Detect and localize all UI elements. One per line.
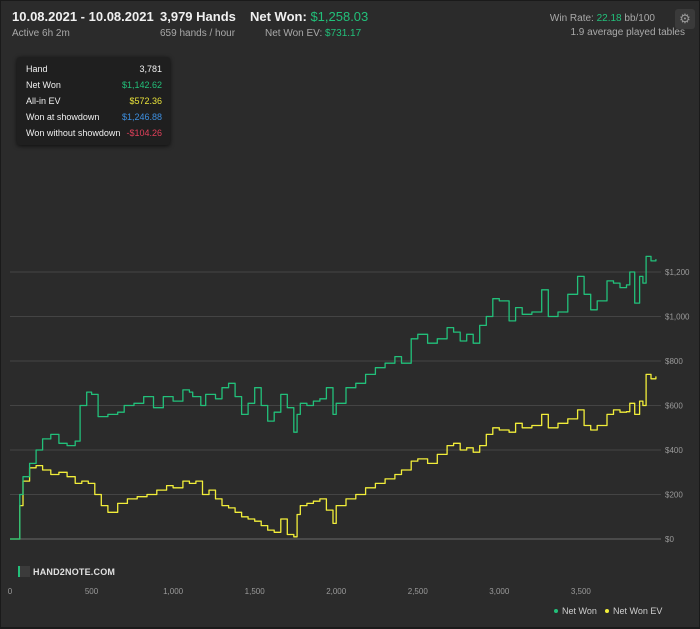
legend-dot-icon — [605, 609, 609, 613]
net-won-ev-summary: Net Won EV: $731.17 — [265, 28, 361, 39]
net-won-value: $1,258.03 — [310, 9, 369, 24]
x-axis-ticks: 0 500 1,000 1,500 2,000 2,500 3,000 3,500 — [8, 587, 592, 596]
tooltip-label: Won at showdown — [26, 112, 100, 122]
tooltip-value: $1,142.62 — [121, 80, 162, 90]
tooltip-row-hand: Hand 3,781 — [26, 64, 162, 76]
x-tick-label: 2,500 — [408, 587, 429, 596]
hover-tooltip: Hand 3,781 Net Won $1,142.62 All-in EV $… — [17, 57, 170, 145]
win-rate-label: Win Rate: — [549, 13, 594, 24]
y-tick-label: $200 — [665, 491, 683, 500]
y-tick-label: $400 — [665, 446, 683, 455]
tooltip-label: Hand — [26, 64, 48, 74]
x-tick-label: 2,000 — [326, 587, 347, 596]
x-tick-label: 1,500 — [245, 587, 266, 596]
y-tick-label: $600 — [665, 402, 683, 411]
legend-net-won-ev[interactable]: Net Won EV — [605, 606, 662, 616]
x-tick-label: 500 — [85, 587, 99, 596]
tooltip-row-no-showdown: Won without showdown -$104.26 — [26, 128, 162, 140]
net-won-label: Net Won: — [250, 9, 307, 24]
x-tick-label: 3,500 — [571, 587, 592, 596]
y-tick-label: $1,200 — [665, 268, 690, 277]
tooltip-label: All-in EV — [26, 96, 61, 106]
legend-net-won[interactable]: Net Won — [554, 606, 597, 616]
series-line-net-won — [10, 255, 657, 540]
legend-dot-icon — [554, 609, 558, 613]
tooltip-value: $572.36 — [129, 96, 162, 106]
win-rate: Win Rate: 22.18 bb/100 — [550, 13, 655, 24]
logo-text: HAND2NOTE.COM — [33, 567, 116, 577]
tooltip-label: Won without showdown — [26, 128, 121, 138]
active-duration: Active 6h 2m — [12, 28, 70, 39]
x-tick-label: 3,000 — [489, 587, 510, 596]
tooltip-value: 3,781 — [139, 64, 162, 74]
y-axis-ticks: $0 $200 $400 $600 $800 $1,000 $1,200 — [665, 268, 690, 544]
tooltip-value: -$104.26 — [126, 128, 162, 138]
tooltip-label: Net Won — [26, 80, 61, 90]
legend-label: Net Won EV — [613, 606, 663, 616]
date-range: 10.08.2021 - 10.08.2021 — [12, 9, 154, 24]
tooltip-row-showdown: Won at showdown $1,246.88 — [26, 112, 162, 124]
legend-label: Net Won — [562, 606, 597, 616]
handnote-logo: HAND2NOTE.COM — [18, 566, 115, 577]
win-rate-value: 22.18 — [596, 13, 622, 24]
win-rate-unit: bb/100 — [624, 13, 655, 24]
gear-icon[interactable]: ⚙ — [675, 9, 695, 29]
net-won-ev-label: Net Won EV: — [265, 28, 323, 39]
hands-rate: 659 hands / hour — [160, 28, 236, 39]
series-line-net-won-ev — [10, 373, 657, 540]
y-tick-label: $800 — [665, 357, 683, 366]
net-won-ev-value: $731.17 — [325, 28, 362, 39]
x-tick-label: 1,000 — [163, 587, 184, 596]
y-tick-label: $1,000 — [665, 313, 690, 322]
y-tick-label: $0 — [665, 535, 674, 544]
chart-series — [10, 255, 657, 540]
chart-grid — [10, 271, 661, 540]
handnote-logo-icon — [18, 566, 30, 577]
average-tables: 1.9 average played tables — [570, 27, 685, 38]
x-tick-label: 0 — [8, 587, 13, 596]
net-won-summary: Net Won: $1,258.03 — [250, 9, 368, 24]
tooltip-value: $1,246.88 — [121, 112, 162, 122]
tooltip-row-net-won: Net Won $1,142.62 — [26, 80, 162, 92]
hands-count: 3,979 Hands — [160, 9, 236, 24]
tooltip-row-allin-ev: All-in EV $572.36 — [26, 96, 162, 108]
